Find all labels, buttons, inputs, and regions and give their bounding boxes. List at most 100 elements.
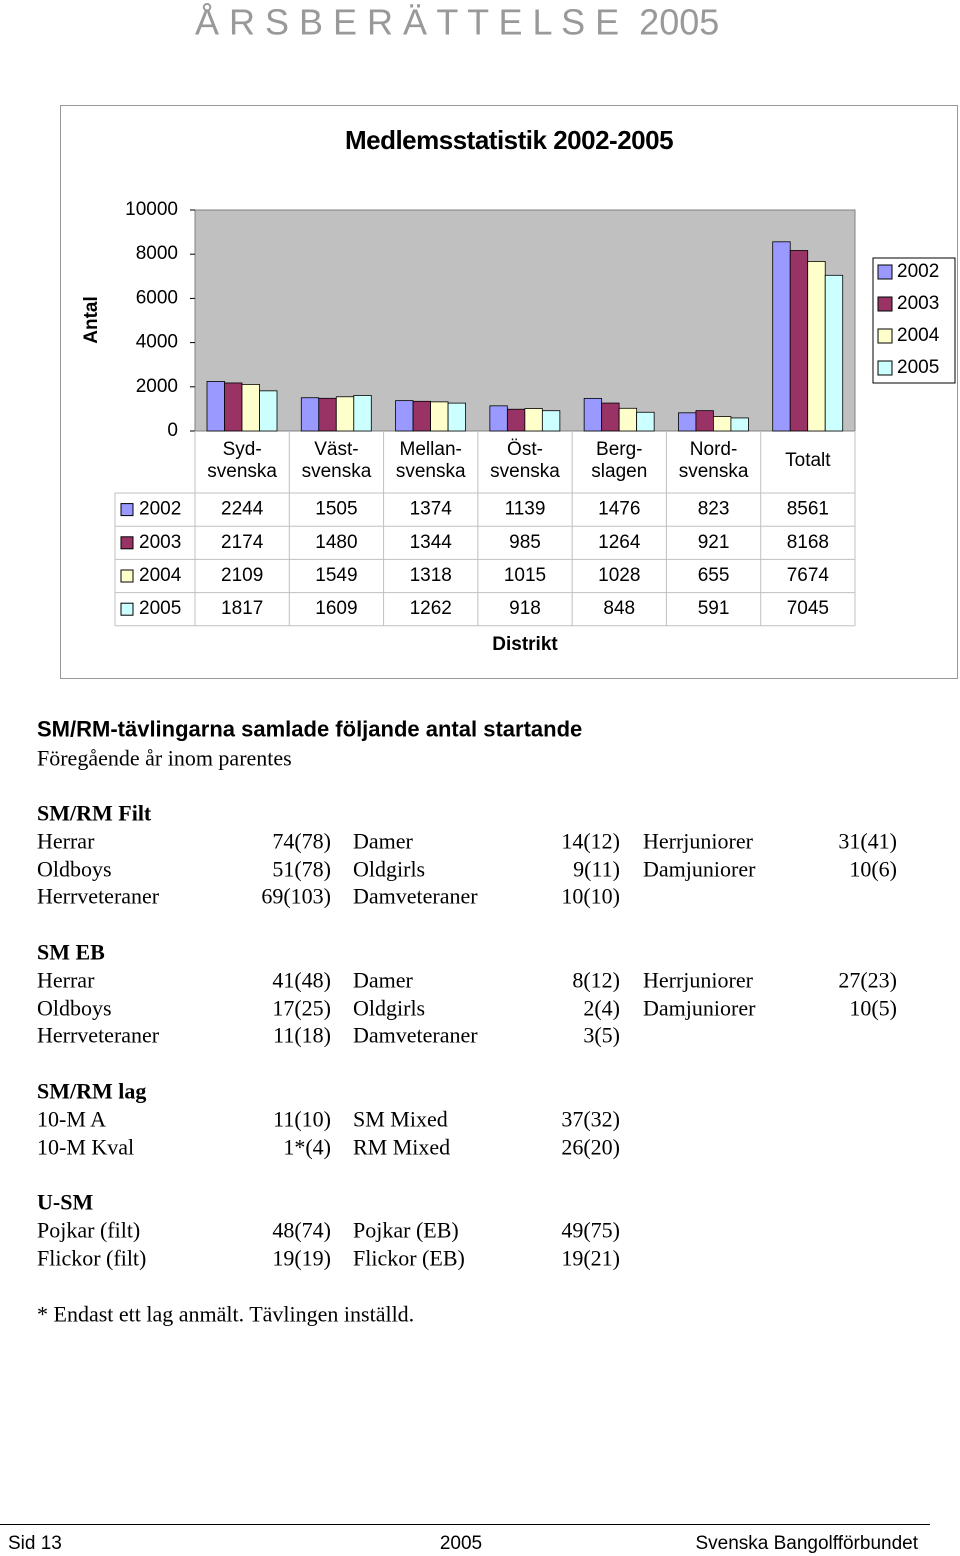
bar bbox=[447, 402, 466, 432]
y-tick-label: 6000 bbox=[136, 287, 178, 308]
entry-value: 10(10) bbox=[561, 883, 620, 909]
legend-swatch bbox=[877, 328, 893, 344]
section-title: SM/RM lag bbox=[37, 1078, 147, 1104]
bar bbox=[601, 402, 620, 432]
section-title: SM/RM Filt bbox=[37, 800, 152, 826]
entry-value: 31(41) bbox=[838, 828, 897, 854]
table-value: 848 bbox=[603, 598, 635, 619]
y-tick-label: 4000 bbox=[136, 332, 178, 353]
entry-label: Pojkar (EB) bbox=[353, 1217, 459, 1243]
entry-label: Pojkar (filt) bbox=[37, 1217, 141, 1243]
table-value: 1817 bbox=[221, 598, 263, 619]
footer-right: Svenska Bangolfförbundet bbox=[695, 1533, 918, 1555]
entry-value: 2(4) bbox=[583, 994, 620, 1020]
chart-title: Medlemsstatistik 2002-2005 bbox=[344, 125, 674, 156]
bar bbox=[206, 381, 225, 432]
table-value: 1139 bbox=[505, 499, 546, 520]
section-title: U-SM bbox=[37, 1189, 94, 1215]
series-label: 2003 bbox=[139, 532, 181, 553]
table-value: 1549 bbox=[315, 565, 357, 586]
legend-key bbox=[120, 569, 134, 583]
footer-rule bbox=[0, 1524, 930, 1525]
bar bbox=[772, 241, 791, 432]
table-value: 823 bbox=[698, 499, 730, 520]
bar bbox=[335, 396, 355, 432]
legend-label: 2005 bbox=[897, 357, 939, 378]
table-value: 1609 bbox=[315, 598, 357, 619]
bar bbox=[824, 274, 844, 432]
y-axis-label: Antal bbox=[81, 296, 102, 344]
intro-heading: SM/RM-tävlingarna samlade följande antal… bbox=[37, 716, 583, 742]
legend-label: 2002 bbox=[897, 261, 939, 282]
category-label: Syd- svenska bbox=[207, 439, 277, 482]
entry-value: 19(21) bbox=[561, 1245, 620, 1271]
category-label: Mellan- svenska bbox=[395, 439, 466, 482]
legend-key bbox=[120, 536, 134, 550]
bar bbox=[353, 395, 372, 432]
table-value: 1480 bbox=[315, 532, 357, 553]
bar bbox=[489, 405, 508, 432]
entry-label: Herrar bbox=[37, 828, 95, 854]
entry-value: 11(18) bbox=[273, 1022, 331, 1048]
entry-label: Herrar bbox=[37, 967, 95, 993]
bar bbox=[224, 382, 243, 432]
bar bbox=[430, 401, 449, 432]
table-value: 918 bbox=[509, 598, 541, 619]
entry-value: 41(48) bbox=[272, 967, 331, 993]
entry-label: 10-M Kval bbox=[37, 1133, 135, 1159]
series-label: 2002 bbox=[139, 499, 181, 520]
y-tick-label: 2000 bbox=[136, 376, 178, 397]
table-value: 921 bbox=[698, 532, 730, 553]
entry-label: Herrjuniorer bbox=[643, 967, 753, 993]
entry-value: 3(5) bbox=[583, 1022, 620, 1048]
legend-swatch bbox=[877, 360, 893, 376]
bar bbox=[412, 400, 431, 432]
entry-value: 48(74) bbox=[272, 1217, 331, 1243]
table-value: 1476 bbox=[598, 499, 640, 520]
table-value: 1015 bbox=[504, 565, 546, 586]
footer-center: 2005 bbox=[439, 1533, 483, 1555]
table-value: 1028 bbox=[598, 565, 640, 586]
table-value: 655 bbox=[698, 565, 730, 586]
entry-label: Herrveteraner bbox=[37, 883, 160, 909]
entry-label: Oldgirls bbox=[353, 855, 426, 881]
bar bbox=[695, 410, 714, 432]
entry-value: 69(103) bbox=[261, 883, 331, 909]
bar bbox=[541, 410, 561, 432]
legend-swatch bbox=[877, 296, 893, 312]
table-value: 7674 bbox=[787, 565, 830, 586]
entry-value: 17(25) bbox=[272, 994, 331, 1020]
bar bbox=[583, 397, 603, 432]
table-value: 1318 bbox=[410, 565, 452, 586]
series-label: 2004 bbox=[139, 565, 182, 586]
entry-value: 9(11) bbox=[573, 855, 620, 881]
entry-label: Flickor (filt) bbox=[37, 1245, 147, 1271]
y-tick-label: 10000 bbox=[125, 199, 178, 220]
bar bbox=[789, 250, 809, 432]
entry-value: 8(12) bbox=[572, 967, 620, 993]
entry-label: Flickor (EB) bbox=[353, 1245, 465, 1271]
footer-left: Sid 13 bbox=[8, 1533, 62, 1555]
entry-label: Damveteraner bbox=[353, 883, 478, 909]
table-value: 1262 bbox=[410, 598, 452, 619]
bar bbox=[318, 397, 337, 432]
intro-subheading: Föregående år inom parentes bbox=[37, 745, 292, 771]
table-value: 8168 bbox=[787, 532, 829, 553]
entry-value: 19(19) bbox=[272, 1245, 331, 1271]
bar bbox=[618, 407, 638, 432]
legend-key bbox=[120, 503, 134, 517]
entry-label: Herrjuniorer bbox=[643, 828, 753, 854]
entry-value: 14(12) bbox=[561, 828, 620, 854]
entry-value: 49(75) bbox=[561, 1217, 620, 1243]
section-title: SM EB bbox=[37, 939, 105, 965]
y-tick-label: 0 bbox=[167, 420, 178, 441]
table-value: 2174 bbox=[221, 532, 264, 553]
entry-value: 51(78) bbox=[272, 855, 331, 881]
entry-value: 10(6) bbox=[849, 855, 897, 881]
table-value: 985 bbox=[509, 532, 541, 553]
entry-label: Damjuniorer bbox=[643, 994, 756, 1020]
entry-value: 10(5) bbox=[849, 994, 897, 1020]
plot-area bbox=[194, 209, 856, 432]
legend-swatch bbox=[877, 264, 893, 280]
